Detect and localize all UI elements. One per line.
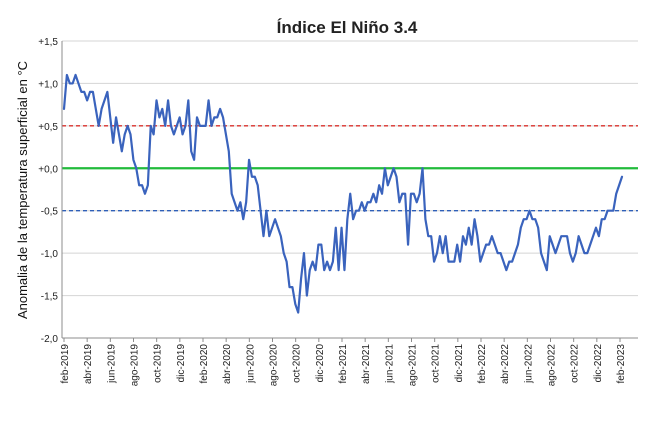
axes (61, 41, 638, 339)
x-tick-label: jun-2022 (523, 344, 534, 384)
y-tick-label: -1,5 (41, 292, 59, 303)
x-tick-label: jun-2020 (245, 344, 256, 384)
gridlines (62, 40, 638, 339)
x-tick-label: dic-2022 (593, 344, 604, 383)
x-tick-label: abr-2022 (500, 344, 511, 384)
y-tick-label: +0,0 (38, 164, 58, 175)
y-tick-label: +0,5 (38, 122, 58, 133)
y-tick-labels: +1,5 +1,0 +0,5 +0,0 -0,5 -1,0 -1,5 -2,0 (38, 37, 58, 345)
series-line (62, 73, 624, 314)
y-tick-label: +1,5 (38, 37, 58, 48)
y-tick-label: -2,0 (41, 334, 59, 345)
x-tick-label: oct-2022 (570, 344, 581, 383)
chart-title: Índice El Niño 3.4 (277, 18, 418, 37)
x-tick-label: oct-2019 (153, 344, 164, 383)
x-tick-label: abr-2019 (83, 344, 94, 384)
y-tick-label: +1,0 (38, 79, 58, 90)
y-tick-label: -0,5 (41, 207, 59, 218)
series-layer (62, 73, 624, 314)
x-tick-label: dic-2021 (454, 344, 465, 383)
reference-lines (62, 125, 638, 212)
x-tick-label: abr-2021 (361, 344, 372, 384)
x-tick-label: abr-2020 (222, 344, 233, 384)
x-tick-label: ago-2019 (130, 344, 141, 387)
x-tick-label: ago-2022 (547, 344, 558, 387)
x-tick-label: oct-2021 (431, 344, 442, 383)
x-tick-label: jun-2021 (384, 344, 395, 384)
x-tick-label: ago-2021 (408, 344, 419, 387)
x-tick-label: feb-2023 (616, 344, 627, 384)
x-tick-label: dic-2020 (315, 344, 326, 383)
x-tick-label: feb-2022 (477, 344, 488, 384)
y-axis-label: Anomalia de la temperatura superficial e… (15, 61, 30, 319)
x-tick-label: oct-2020 (292, 344, 303, 383)
x-tick-label: feb-2019 (60, 344, 71, 384)
x-tick-label: jun-2019 (106, 344, 117, 384)
x-tick-label: feb-2020 (199, 344, 210, 384)
x-tick-label: feb-2021 (338, 344, 349, 384)
y-tick-label: -1,0 (41, 249, 59, 260)
x-tick-label: ago-2020 (269, 344, 280, 387)
x-tick-label: dic-2019 (176, 344, 187, 383)
x-tick-labels: feb-2019 abr-2019 jun-2019 ago-2019 oct-2019… (60, 338, 627, 386)
